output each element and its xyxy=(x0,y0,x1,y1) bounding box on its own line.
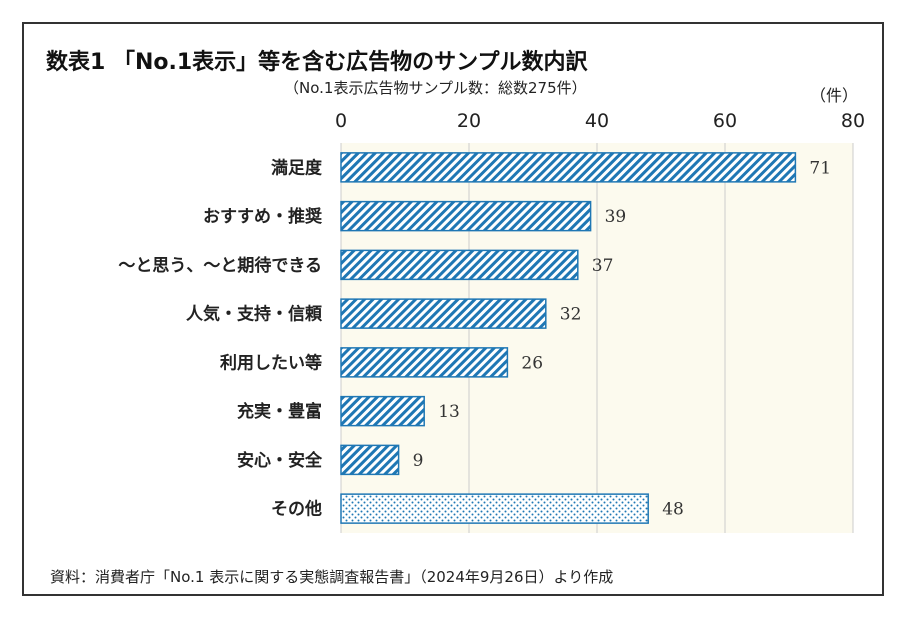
bar xyxy=(340,395,425,427)
data-label: 39 xyxy=(605,207,627,227)
bar xyxy=(340,200,592,232)
category-label: その他 xyxy=(271,499,322,520)
bar xyxy=(340,444,400,476)
bar xyxy=(340,249,579,281)
data-label: 37 xyxy=(592,256,614,276)
category-label: 満足度 xyxy=(271,157,323,178)
x-tick-label: 80 xyxy=(841,110,865,132)
bar xyxy=(340,493,649,524)
x-tick-label: 40 xyxy=(585,110,609,132)
data-label: 48 xyxy=(662,500,684,520)
data-label: 13 xyxy=(438,402,460,422)
bar xyxy=(340,347,509,378)
category-label: 安心・安全 xyxy=(237,450,323,471)
data-label: 71 xyxy=(809,158,831,178)
data-label: 26 xyxy=(521,353,543,373)
chart-subtitle: （No.1表示広告物サンプル数：総数275件） xyxy=(284,79,587,97)
category-label: 充実・豊富 xyxy=(237,401,322,422)
data-label: 32 xyxy=(560,305,582,325)
category-label: ～と思う、～と期待できる xyxy=(118,255,322,276)
category-label: おすすめ・推奨 xyxy=(203,206,323,227)
data-labels: 71 39 37 32 26 13 9 48 xyxy=(413,158,831,519)
x-tick-label: 60 xyxy=(713,110,737,132)
category-label: 人気・支持・信頼 xyxy=(186,304,323,325)
bar xyxy=(340,152,797,183)
bar xyxy=(340,298,547,329)
x-tick-label: 20 xyxy=(457,110,481,132)
x-tick-label: 0 xyxy=(335,110,347,132)
data-label: 9 xyxy=(413,451,424,471)
chart-title: 数表1 「No.1表示」等を含む広告物のサンプル数内訳 xyxy=(46,50,588,75)
axis-unit-label: （件） xyxy=(810,86,859,105)
bars xyxy=(340,152,797,524)
source-note: 資料：消費者庁「No.1 表示に関する実態調査報告書」（2024年9月26日）よ… xyxy=(50,568,614,586)
category-label: 利用したい等 xyxy=(220,352,322,373)
x-tick-labels: 0 20 40 60 80 xyxy=(335,110,865,132)
